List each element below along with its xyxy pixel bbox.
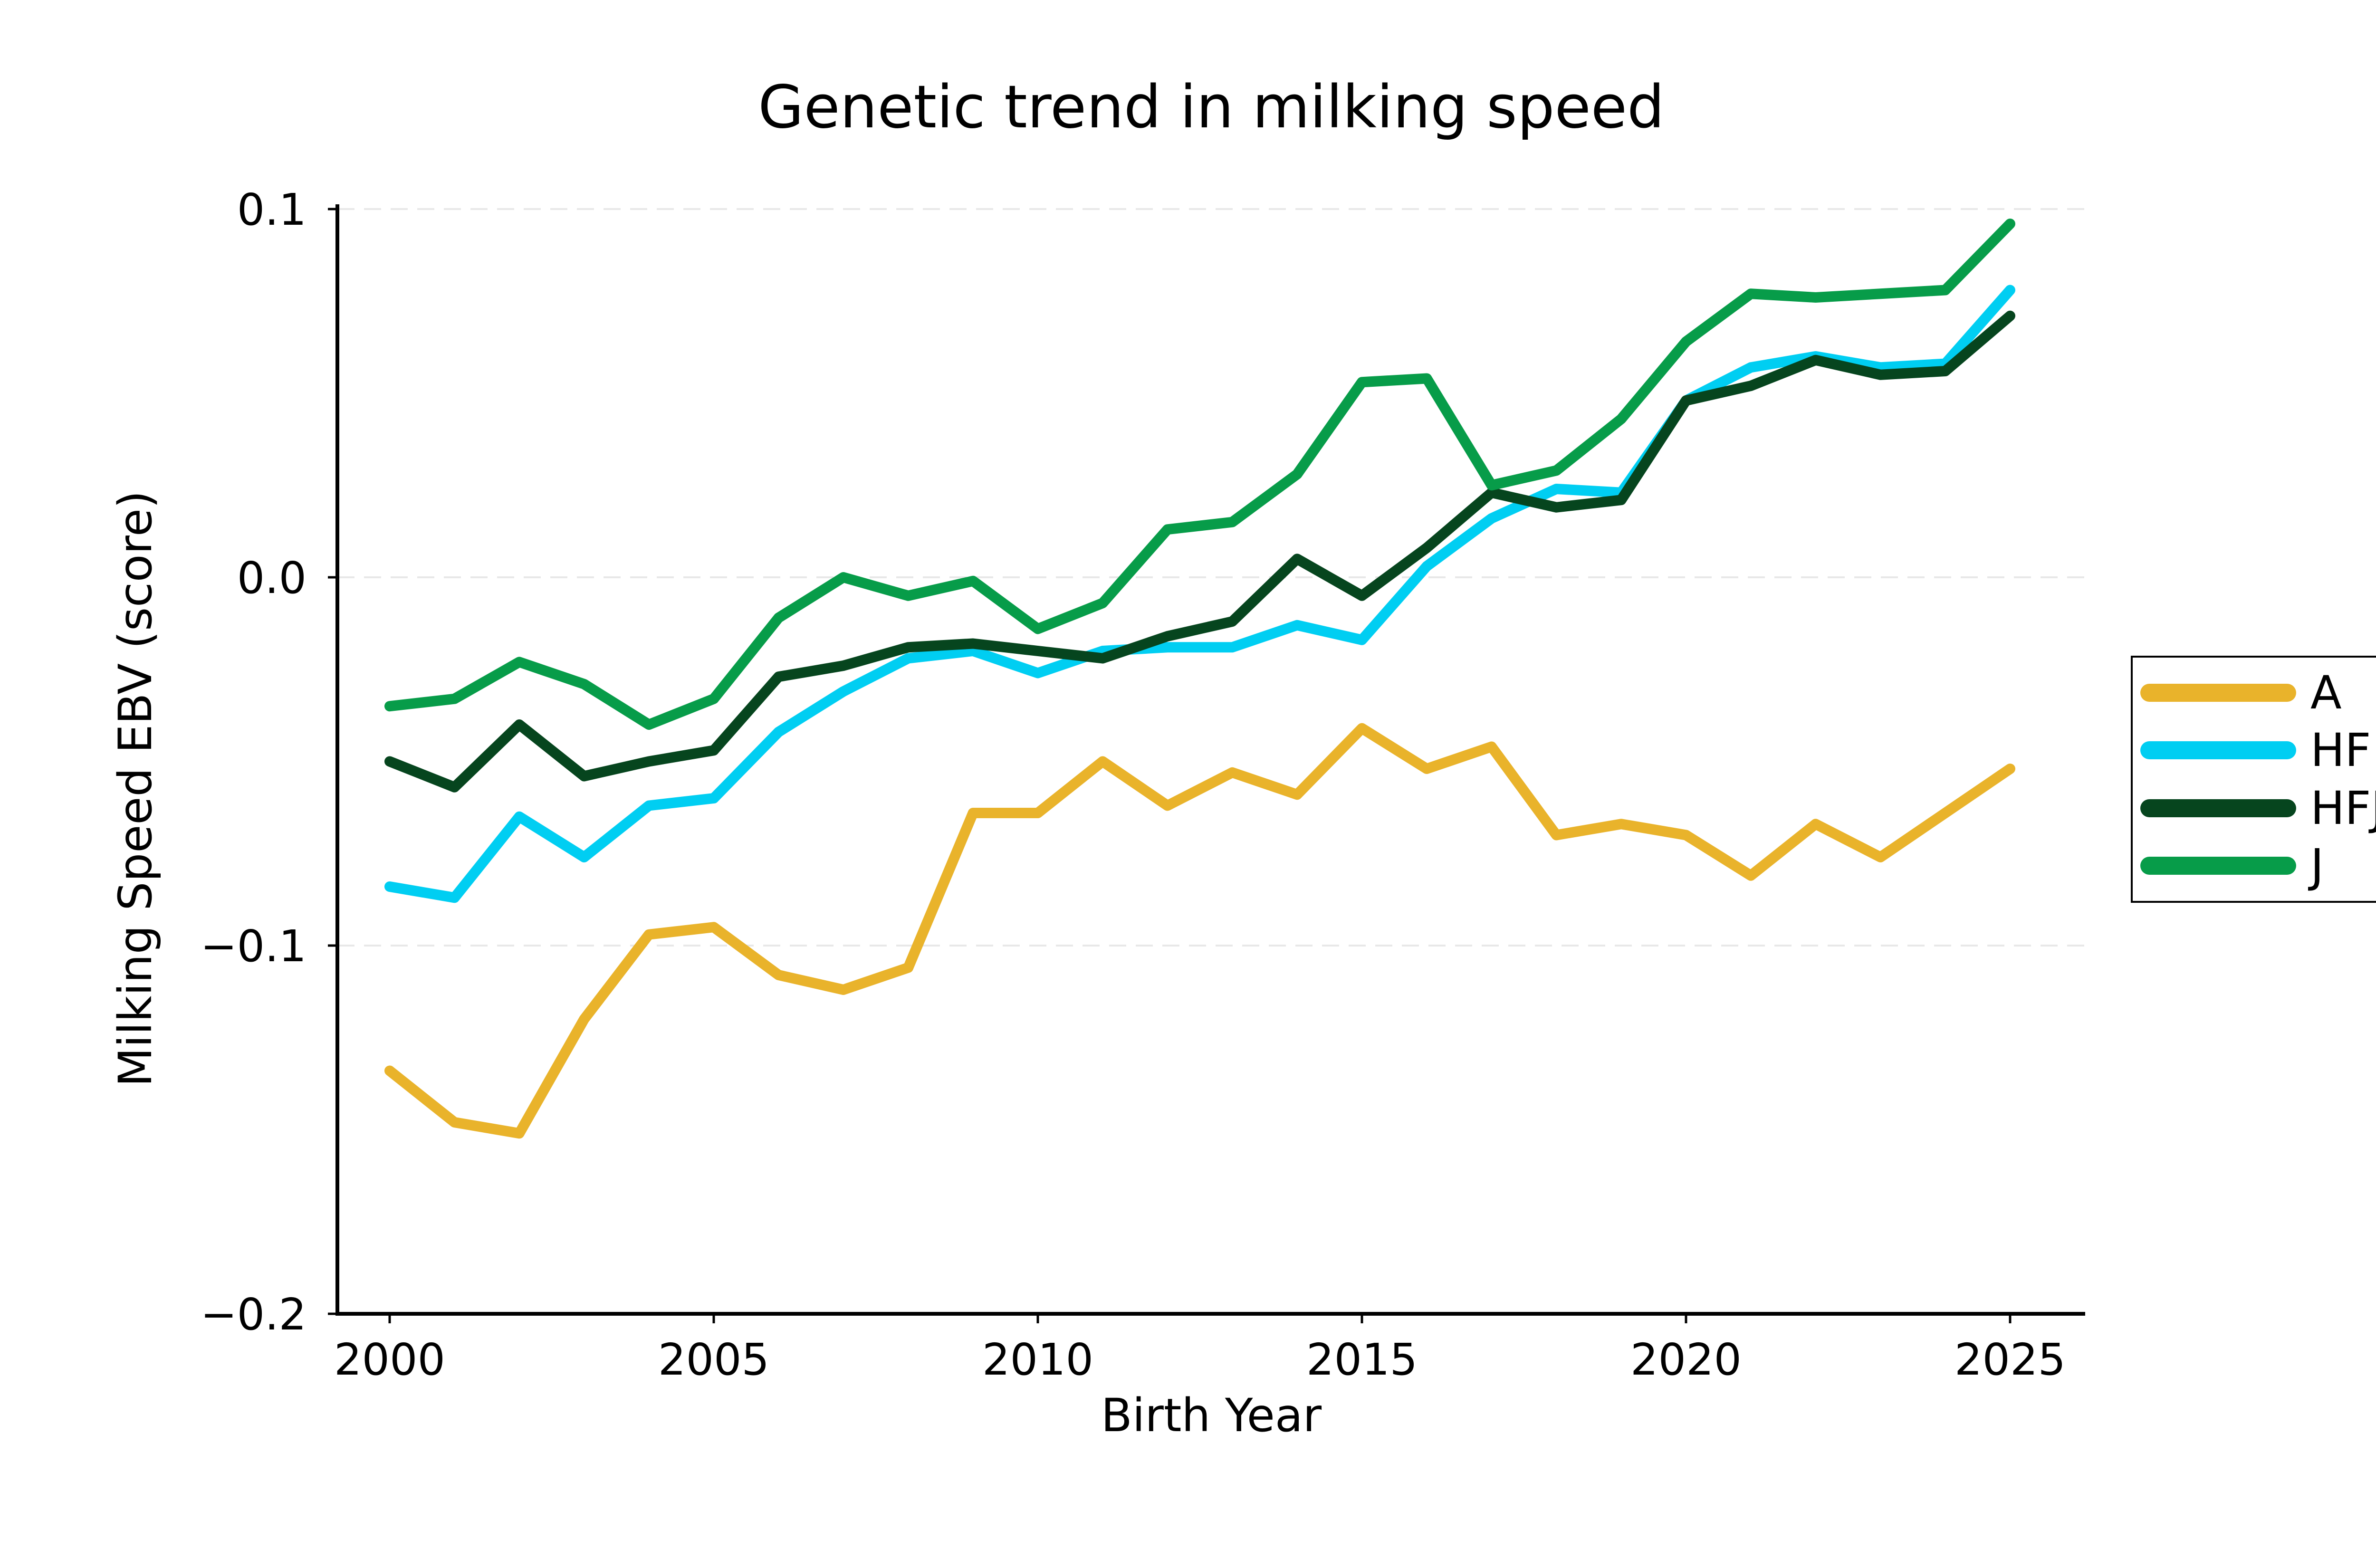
legend-label: HFJ: [2310, 781, 2376, 835]
legend-box: AHFHFJJ: [2131, 656, 2376, 903]
legend-label: HF: [2310, 724, 2371, 777]
legend-swatch-J: [2140, 857, 2296, 875]
x-axis-label: Birth Year: [1101, 1389, 1322, 1442]
legend-item-HF: HF: [2140, 727, 2376, 773]
x-tick-label: 2000: [334, 1334, 445, 1385]
x-tick-label: 2025: [1954, 1334, 2066, 1385]
x-tick-label: 2015: [1306, 1334, 1418, 1385]
y-axis-label: Milking Speed EBV (score): [109, 491, 162, 1087]
y-tick-label: −0.1: [201, 921, 307, 972]
legend-swatch-HF: [2140, 741, 2296, 760]
legend-swatch-HFJ: [2140, 799, 2296, 817]
x-tick-label: 2020: [1630, 1334, 1742, 1385]
legend-item-A: A: [2140, 670, 2376, 716]
legend-item-HFJ: HFJ: [2140, 785, 2376, 831]
series-lines: [384, 219, 2015, 1139]
axis-ticks: [328, 208, 2012, 1323]
series-line-J: [384, 219, 2015, 730]
legend-label: A: [2310, 666, 2342, 719]
y-tick-label: −0.2: [201, 1289, 307, 1340]
x-tick-label: 2010: [982, 1334, 1093, 1385]
x-tick-label: 2005: [658, 1334, 769, 1385]
series-line-HFJ: [384, 310, 2015, 793]
series-line-HF: [384, 285, 2015, 903]
axes-spines: [335, 204, 2085, 1316]
tick-labels: 0.1 0.0 −0.1 −0.2 2000 2005 2010 2015 2020 2025: [201, 184, 2066, 1385]
legend-swatch-A: [2140, 683, 2296, 702]
legend-item-J: J: [2140, 843, 2376, 889]
gridlines: [337, 208, 2085, 1315]
y-tick-label: 0.1: [237, 184, 307, 235]
legend-label: J: [2310, 839, 2324, 893]
chart-title: Genetic trend in milking speed: [758, 73, 1665, 142]
y-tick-label: 0.0: [237, 553, 307, 603]
series-line-A: [384, 723, 2015, 1139]
